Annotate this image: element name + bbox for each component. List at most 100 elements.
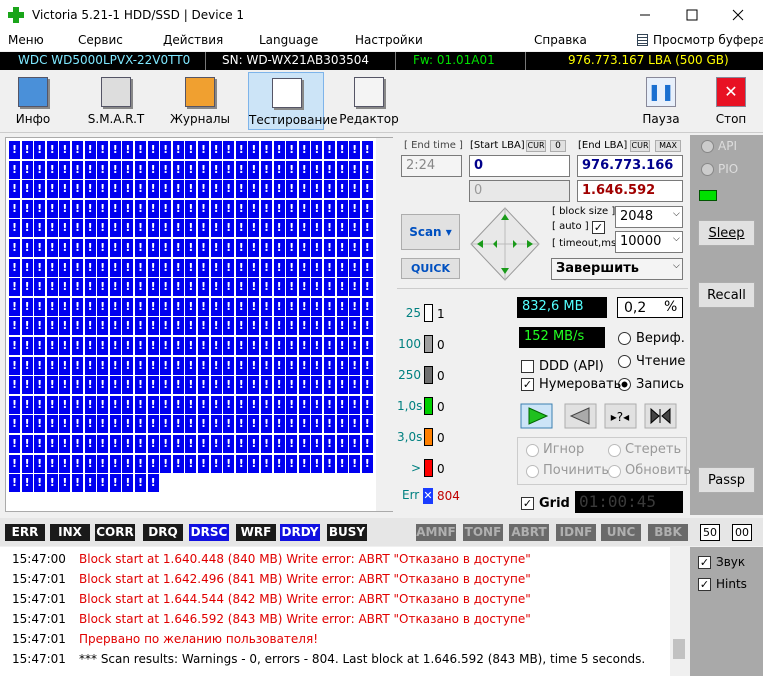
surface-block: ! [46,239,58,257]
surface-block: ! [109,160,121,179]
sleep-button[interactable]: Sleep [698,220,755,246]
surface-block: ! [59,454,71,473]
verify-radio[interactable] [618,332,631,345]
surface-block: ! [21,219,33,238]
surface-block: ! [147,317,159,336]
erase-radio[interactable] [608,444,621,457]
surface-block: ! [273,317,285,336]
passp-button[interactable]: Passp [698,467,755,493]
menu-item[interactable]: Действия [163,33,224,47]
surface-block: ! [21,239,33,257]
grid-checkbox[interactable]: ✓ [521,497,534,510]
menu-item[interactable]: Сервис [78,33,123,47]
surface-block: ! [185,180,197,199]
start-lba-input[interactable]: 0 [469,155,570,177]
menu-item[interactable]: Language [259,33,319,47]
menu-item[interactable]: Меню [8,33,44,47]
surface-block: ! [223,258,235,277]
surface-block: ! [361,239,373,257]
surface-block: ! [21,258,33,277]
scrollbar[interactable] [670,547,688,676]
surface-block: ! [135,278,146,297]
auto-checkbox[interactable]: ✓ [592,221,605,234]
api-radio[interactable] [701,140,714,153]
write-radio[interactable] [618,378,631,391]
seek-arrows[interactable] [469,206,541,282]
surface-block: ! [97,297,109,316]
end-lba-input[interactable]: 976.773.166 [577,155,683,177]
block-size-select[interactable]: 2048 [615,206,683,228]
surface-block: ! [21,199,33,218]
playback-buttons[interactable]: ▸?◂ [517,400,687,432]
cur-button[interactable]: CUR [630,140,650,152]
scroll-thumb[interactable] [673,639,685,659]
cur-button[interactable]: CUR [526,140,546,152]
status-flag: INX [50,524,90,541]
pio-radio[interactable] [701,163,714,176]
end-time-input[interactable]: 2:24 [401,155,462,177]
surface-block: ! [361,435,373,453]
toolbar-button[interactable]: Журналы [162,72,238,130]
surface-block: ! [223,239,235,257]
surface-block: ! [336,199,348,218]
buffer-view[interactable]: Просмотр буфера [653,33,763,47]
recall-button[interactable]: Recall [698,282,755,308]
surface-block: ! [59,219,71,238]
timeout-select[interactable]: 10000 [615,231,683,253]
toolbar-button[interactable]: ❚❚ Пауза [631,72,691,130]
surface-block: ! [147,337,159,355]
surface-block: ! [273,376,285,395]
scrollbar[interactable] [376,138,393,511]
surface-block: ! [72,278,83,297]
surface-block: ! [147,395,159,414]
surface-block: ! [46,415,58,434]
surface-block: ! [349,337,361,355]
surface-block: ! [273,337,285,355]
surface-block: ! [235,454,247,473]
surface-block: ! [198,337,209,355]
finish-select[interactable]: Завершить [551,258,683,280]
surface-block: ! [286,141,298,159]
ddd-checkbox[interactable] [521,360,534,373]
separator [525,52,526,70]
surface-block: ! [160,376,172,395]
surface-block: ! [248,180,260,199]
surface-block: ! [349,435,361,453]
number-checkbox[interactable]: ✓ [521,378,534,391]
ignore-radio[interactable] [526,444,539,457]
surface-block: ! [248,141,260,159]
surface-block: ! [311,141,323,159]
stats-count: 0 [437,400,445,414]
surface-block: ! [273,356,285,375]
surface-block: ! [361,454,373,473]
toolbar-button[interactable]: Тестирование [248,72,338,130]
menu-item[interactable]: Справка [534,33,587,47]
toolbar-button[interactable]: S.M.A.R.T [78,72,154,130]
refresh-radio[interactable] [608,465,621,478]
log-text: Block start at 1.646.592 (843 MB) Write … [79,612,531,626]
hints-checkbox[interactable]: ✓ [698,578,711,591]
menu-item[interactable]: Настройки [355,33,423,47]
surface-block: ! [59,435,71,453]
toolbar-button[interactable]: Инфо [0,72,71,130]
surface-block: ! [135,258,146,277]
surface-block: ! [298,239,310,257]
toolbar-button[interactable]: ✕ Стоп [701,72,761,130]
scan-button[interactable]: Scan ▾ [401,214,460,250]
stats-label: 250 [398,368,421,382]
window-controls[interactable] [630,0,763,30]
repair-radio[interactable] [526,465,539,478]
quick-button[interactable]: QUICK [401,258,460,279]
surface-block: ! [135,356,146,375]
toolbar-button[interactable]: Редактор [331,72,407,130]
surface-block: ! [46,258,58,277]
surface-block: ! [72,395,83,414]
surface-block: ! [21,395,33,414]
surface-block: ! [122,356,134,375]
read-radio[interactable] [618,355,631,368]
sound-checkbox[interactable]: ✓ [698,556,711,569]
max-button[interactable]: MAX [655,140,681,152]
surface-block: ! [248,239,260,257]
surface-block: ! [9,199,20,218]
